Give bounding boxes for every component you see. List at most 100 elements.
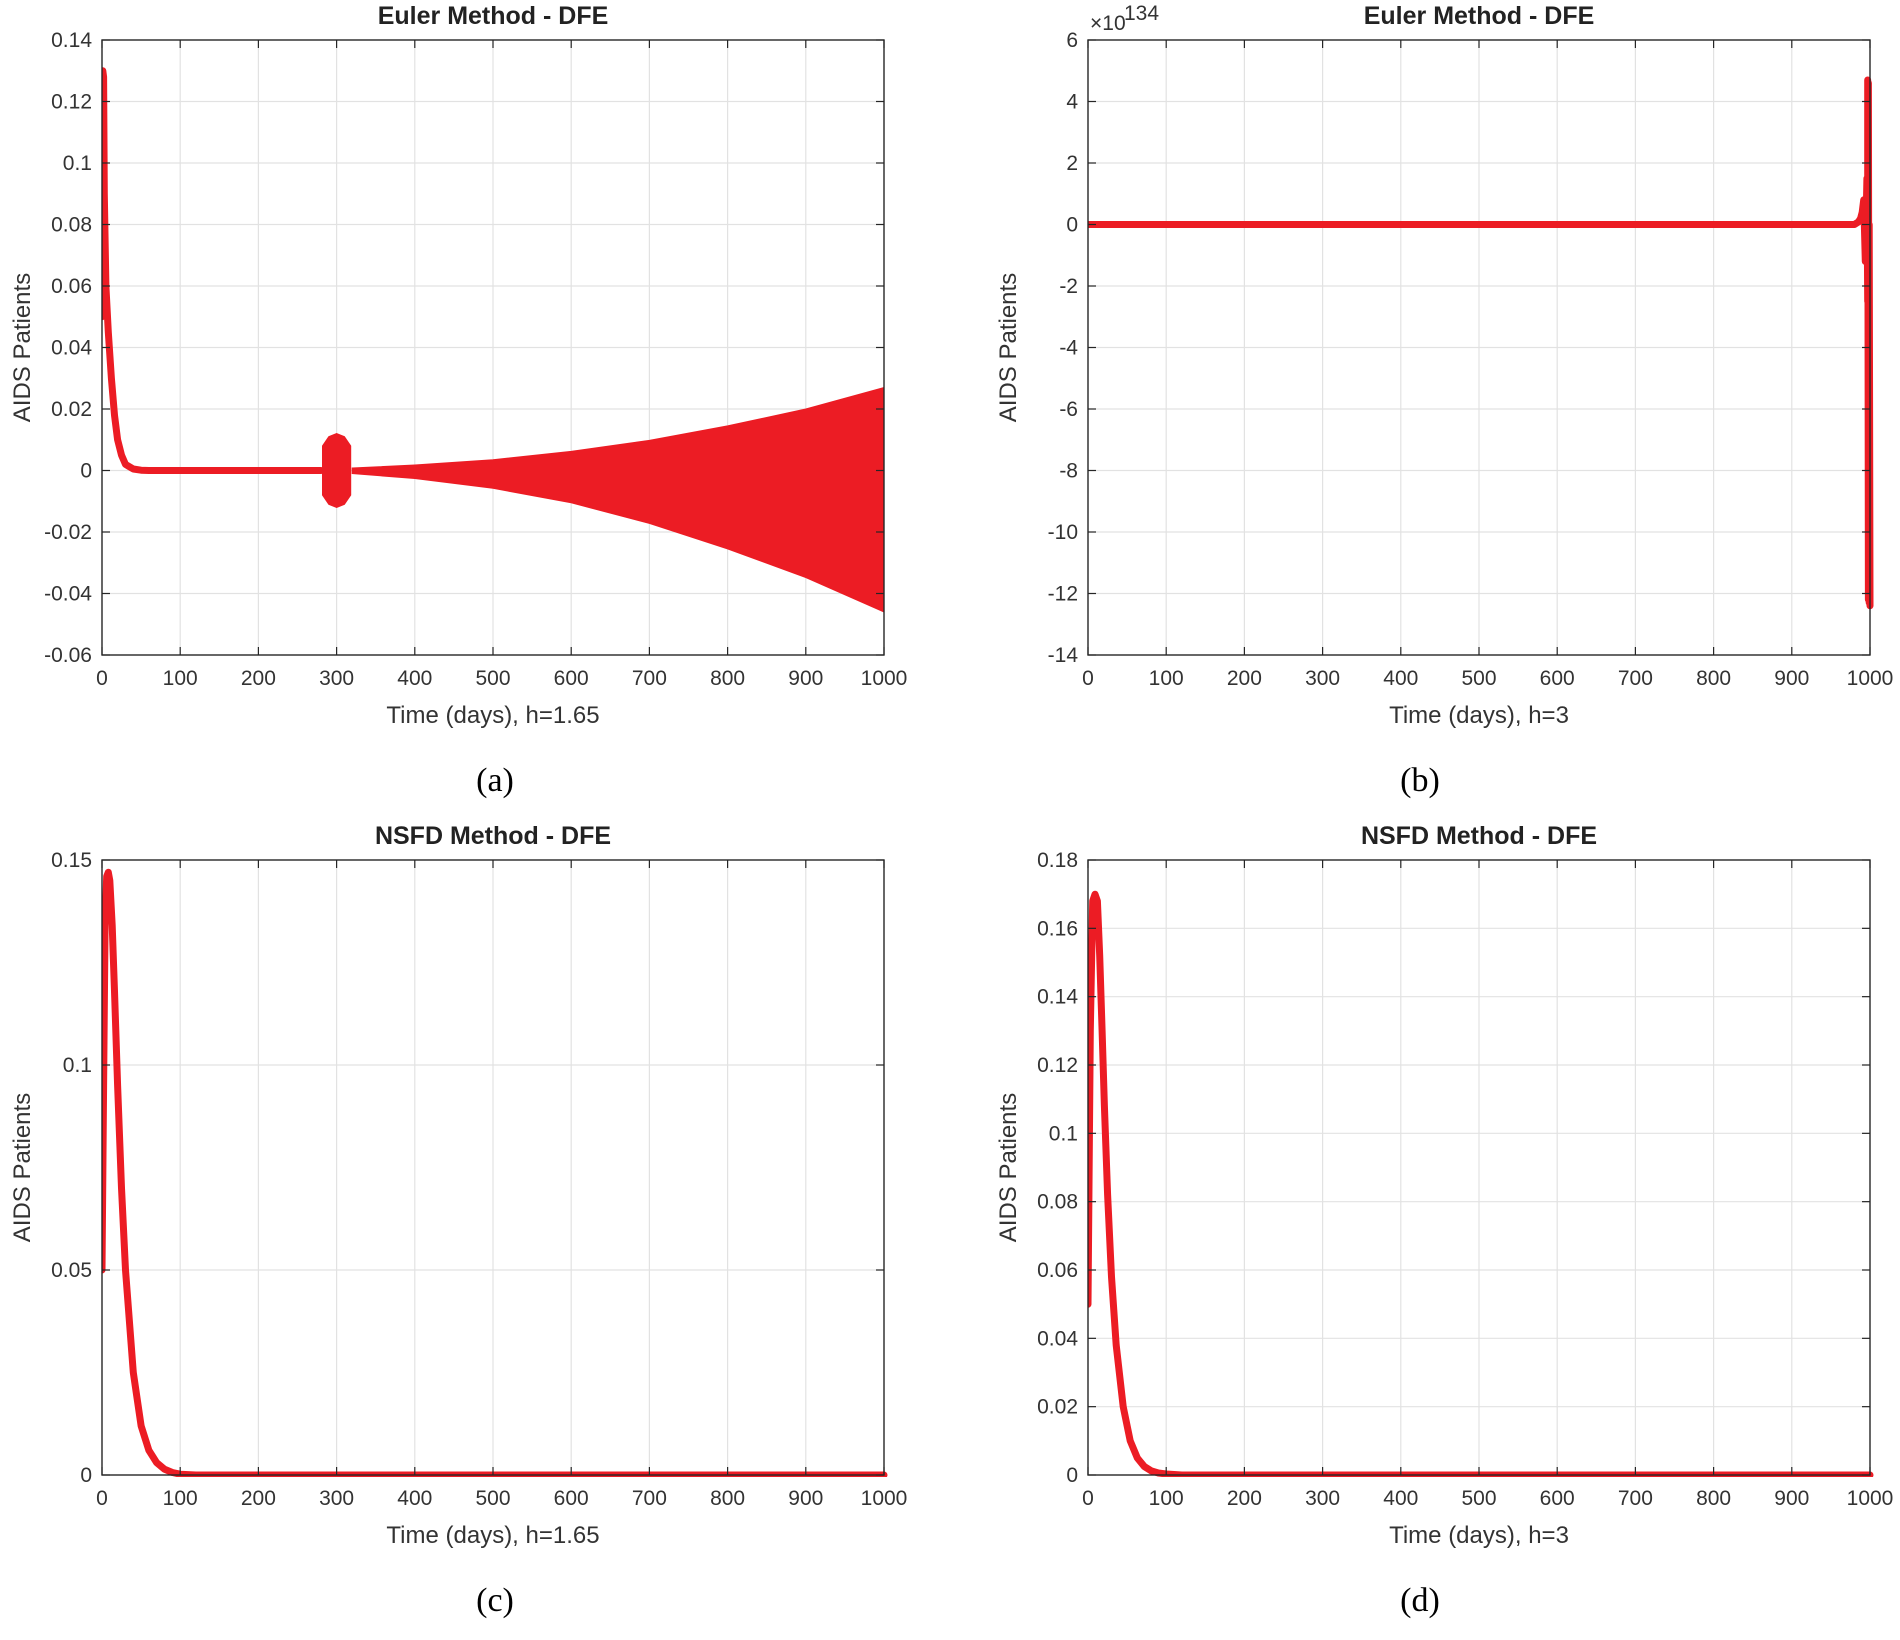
x-tick-label: 900 bbox=[1774, 1487, 1809, 1510]
y-axis-label: AIDS Patients bbox=[995, 273, 1022, 422]
y-tick-label: 0.02 bbox=[51, 398, 92, 421]
x-axis-label: Time (days), h=1.65 bbox=[386, 1522, 599, 1549]
x-tick-label: 900 bbox=[1774, 667, 1809, 690]
chart-d-svg: 0 100 200 300 400 500 600 700 800 900 1000 0 0.02 0.0… bbox=[995, 822, 1894, 1549]
y-tick-label: -12 bbox=[1048, 583, 1078, 606]
chart-panel-b: 0 100 200 300 400 500 600 700 800 900 1000 -14 -12 -1… bbox=[950, 0, 1900, 820]
x-tick-label: 0 bbox=[96, 667, 108, 690]
x-tick-label: 900 bbox=[788, 667, 823, 690]
y-tick-label: 6 bbox=[1066, 29, 1078, 52]
series-group bbox=[102, 868, 888, 1477]
x-tick-label: 600 bbox=[1540, 1487, 1575, 1510]
x-tick-label: 0 bbox=[96, 1487, 108, 1510]
y-tick-label: 2 bbox=[1066, 152, 1078, 175]
y-exponent-power: 134 bbox=[1124, 2, 1159, 25]
caption-b: (b) bbox=[1400, 762, 1440, 799]
series-oscillation-band bbox=[322, 433, 352, 508]
series-line bbox=[102, 868, 888, 1477]
x-tick-label: 300 bbox=[319, 1487, 354, 1510]
y-tick-label: 0.04 bbox=[1037, 1327, 1078, 1350]
x-tick-label: 100 bbox=[163, 1487, 198, 1510]
x-tick-label: 100 bbox=[163, 667, 198, 690]
y-tick-label: 0 bbox=[1066, 214, 1078, 237]
x-tick-label: 1000 bbox=[1847, 667, 1894, 690]
x-tick-label: 300 bbox=[1305, 667, 1340, 690]
y-tick-label: 0.14 bbox=[1037, 986, 1078, 1009]
y-tick-label: -14 bbox=[1048, 644, 1079, 667]
y-tick-label: 0 bbox=[1066, 1464, 1078, 1487]
x-tick-label: 1000 bbox=[861, 667, 908, 690]
caption-a: (a) bbox=[476, 762, 514, 799]
series-line bbox=[102, 67, 325, 474]
y-axis-label: AIDS Patients bbox=[9, 1093, 36, 1242]
y-tick-label: -0.02 bbox=[44, 521, 92, 544]
x-tick-label: 300 bbox=[319, 667, 354, 690]
caption-d: (d) bbox=[1400, 1582, 1440, 1619]
chart-panel-c: 0 100 200 300 400 500 600 700 800 900 1000 0 0.05 0.1… bbox=[0, 820, 950, 1640]
x-tick-label: 600 bbox=[1540, 667, 1575, 690]
x-tick-label: 500 bbox=[475, 1487, 510, 1510]
y-tick-label: 0.12 bbox=[51, 91, 92, 114]
y-tick-label: 4 bbox=[1066, 91, 1078, 114]
x-tick-label: 500 bbox=[1461, 667, 1496, 690]
series-group bbox=[1088, 76, 1874, 610]
y-tick-label: 0.1 bbox=[63, 1054, 92, 1077]
y-tick-label: 0.02 bbox=[1037, 1396, 1078, 1419]
x-tick-label: 700 bbox=[632, 667, 667, 690]
x-tick-label: 400 bbox=[1383, 1487, 1418, 1510]
y-tick-label: 0.05 bbox=[51, 1259, 92, 1282]
x-axis-label: Time (days), h=3 bbox=[1389, 1522, 1569, 1549]
chart-c-svg: 0 100 200 300 400 500 600 700 800 900 1000 0 0.05 0.1… bbox=[9, 822, 908, 1549]
x-tick-label: 500 bbox=[475, 667, 510, 690]
x-tick-label: 700 bbox=[1618, 667, 1653, 690]
y-tick-label: 0.06 bbox=[1037, 1259, 1078, 1282]
x-tick-label: 400 bbox=[1383, 667, 1418, 690]
chart-title: Euler Method - DFE bbox=[378, 2, 609, 30]
y-tick-label: 0.04 bbox=[51, 337, 92, 360]
series-line bbox=[1088, 890, 1874, 1477]
y-tick-label: 0.12 bbox=[1037, 1054, 1078, 1077]
y-tick-label: 0.08 bbox=[51, 214, 92, 237]
chart-panel-a: 0 100 200 300 400 500 600 700 800 900 1000 -0.06 -0.… bbox=[0, 0, 950, 820]
x-tick-label: 400 bbox=[397, 1487, 432, 1510]
x-tick-label: 200 bbox=[1227, 1487, 1262, 1510]
series-line bbox=[1088, 76, 1874, 610]
y-tick-label: -6 bbox=[1059, 398, 1078, 421]
x-tick-label: 200 bbox=[241, 667, 276, 690]
x-axis-label: Time (days), h=1.65 bbox=[386, 702, 599, 729]
chart-b-svg: 0 100 200 300 400 500 600 700 800 900 1000 -14 -12 -1… bbox=[995, 2, 1894, 729]
y-tick-label: 0.06 bbox=[51, 275, 92, 298]
x-tick-label: 1000 bbox=[861, 1487, 908, 1510]
y-tick-label: -2 bbox=[1059, 275, 1078, 298]
y-tick-label: -4 bbox=[1059, 337, 1078, 360]
chart-panel-d: 0 100 200 300 400 500 600 700 800 900 1000 0 0.02 0.0… bbox=[950, 820, 1900, 1640]
y-tick-label: -10 bbox=[1048, 521, 1078, 544]
chart-a-svg: 0 100 200 300 400 500 600 700 800 900 1000 -0.06 -0.… bbox=[9, 2, 908, 729]
y-exponent-label: ×10 bbox=[1090, 12, 1126, 35]
x-tick-label: 0 bbox=[1082, 1487, 1094, 1510]
x-tick-label: 800 bbox=[710, 1487, 745, 1510]
x-tick-label: 700 bbox=[632, 1487, 667, 1510]
y-tick-label: -0.06 bbox=[44, 644, 92, 667]
x-tick-label: 800 bbox=[1696, 1487, 1731, 1510]
y-axis-label: AIDS Patients bbox=[9, 273, 36, 422]
x-tick-label: 800 bbox=[1696, 667, 1731, 690]
x-tick-label: 0 bbox=[1082, 667, 1094, 690]
x-tick-label: 1000 bbox=[1847, 1487, 1894, 1510]
y-tick-label: 0.1 bbox=[1049, 1122, 1078, 1145]
x-tick-label: 900 bbox=[788, 1487, 823, 1510]
x-tick-label: 800 bbox=[710, 667, 745, 690]
x-axis-label: Time (days), h=3 bbox=[1389, 702, 1569, 729]
series-group bbox=[1088, 890, 1874, 1477]
y-tick-label: -0.04 bbox=[44, 583, 92, 606]
x-tick-label: 100 bbox=[1149, 1487, 1184, 1510]
y-tick-label: 0.18 bbox=[1037, 849, 1078, 872]
y-tick-label: 0.14 bbox=[51, 29, 92, 52]
x-tick-label: 200 bbox=[1227, 667, 1262, 690]
x-tick-label: 600 bbox=[554, 667, 589, 690]
caption-c: (c) bbox=[476, 1582, 514, 1619]
y-tick-label: 0.08 bbox=[1037, 1191, 1078, 1214]
x-tick-label: 100 bbox=[1149, 667, 1184, 690]
x-tick-label: 500 bbox=[1461, 1487, 1496, 1510]
x-tick-label: 700 bbox=[1618, 1487, 1653, 1510]
